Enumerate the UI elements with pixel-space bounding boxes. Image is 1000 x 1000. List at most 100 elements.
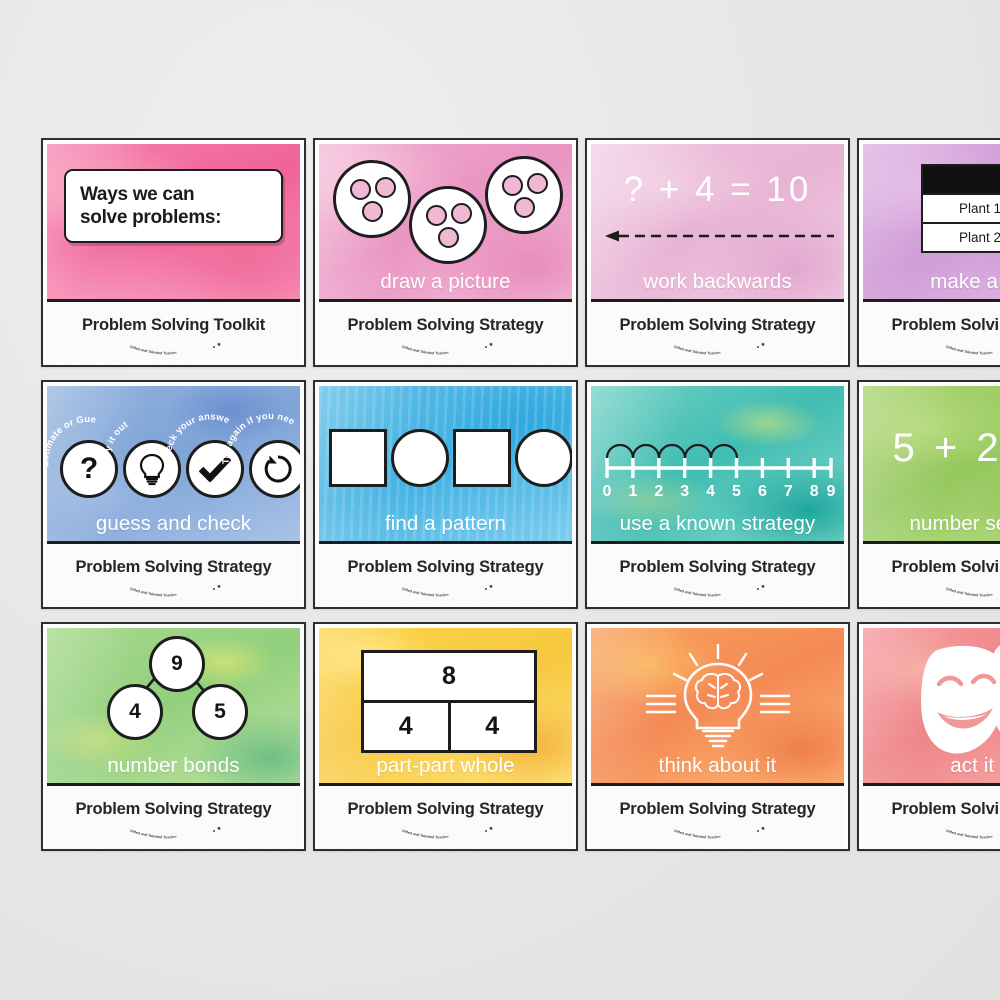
step-circle-refresh (249, 440, 300, 498)
svg-text:Gifted and Talented Teacher: Gifted and Talented Teacher (673, 829, 721, 840)
lightbulb-icon (139, 453, 165, 486)
card-footer: Problem Solving Strategy Gifted and Tale… (47, 786, 300, 849)
card-use-a-known-strategy[interactable]: 0 1 2 3 4 5 6 7 8 9 use a known s (585, 380, 850, 609)
card-artwork: draw a picture (319, 144, 572, 302)
brand-logo-icon: Gifted and Talented Teacher (124, 342, 224, 359)
svg-text:5: 5 (732, 483, 741, 500)
pattern-shape-square (453, 429, 511, 487)
step-circle-question: ? (60, 440, 118, 498)
card-footer-label: Problem Solving Strategy (619, 800, 816, 818)
brand-logo-icon: Gifted and Talented Teacher (124, 826, 224, 843)
plaque-line-2: solve problems: (80, 207, 222, 229)
part-part-whole-diagram: 8 4 4 (361, 650, 537, 753)
card-footer-label: Problem Solving Toolkit (81, 316, 266, 334)
svg-text:Gifted and Talented Teacher: Gifted and Talented Teacher (673, 587, 721, 598)
svg-text:4: 4 (706, 483, 715, 500)
card-find-a-pattern[interactable]: find a pattern Problem Solving Strategy … (313, 380, 578, 609)
brand-logo-icon: Gifted and Talented Teacher (940, 342, 1000, 359)
card-artwork: Plants Plant 1 Plant 2 make a table (863, 144, 1000, 302)
brand-logo-icon: Gifted and Talented Teacher (940, 826, 1000, 843)
card-footer: Problem Solving Strategy Gifted and Tale… (319, 302, 572, 365)
card-footer: Problem Solving Strategy Gifted and Tale… (319, 544, 572, 607)
table-cell: Plant 1 (958, 201, 1000, 216)
svg-text:9: 9 (827, 483, 836, 500)
card-caption: number sentence (909, 512, 1000, 535)
card-caption: make a table (930, 270, 1000, 293)
svg-text:0: 0 (603, 483, 612, 500)
card-artwork: Estimate or Guess ? Try it out (47, 386, 300, 544)
card-caption: guess and check (95, 512, 252, 535)
card-artwork: Ways we can solve problems: (47, 144, 300, 302)
brand-logo-icon: Gifted and Talented Teacher (396, 584, 496, 601)
brand-logo-icon: Gifted and Talented Teacher (940, 584, 1000, 601)
card-footer-label: Problem Solving Strategy (619, 316, 816, 334)
paint-background (591, 144, 844, 299)
card-footer: Problem Solving Strategy Gifted and Tale… (319, 786, 572, 849)
card-guess-and-check[interactable]: Estimate or Guess ? Try it out (41, 380, 306, 609)
card-artwork: 9 4 5 number bonds (47, 628, 300, 786)
card-caption: think about it (658, 754, 777, 777)
card-work-backwards[interactable]: ? + 4 = 10 work backwards Problem Solvin… (585, 138, 850, 367)
ppw-whole: 8 (442, 662, 456, 690)
card-artwork: ? + 4 = 10 work backwards (591, 144, 844, 302)
brand-logo-icon: Gifted and Talented Teacher (396, 342, 496, 359)
brand-logo-icon: Gifted and Talented Teacher (668, 826, 768, 843)
bond-part-right: 5 (192, 684, 248, 740)
card-part-part-whole[interactable]: 8 4 4 part-part whole Problem Solving St… (313, 622, 578, 851)
card-number-sentence[interactable]: 5 + 2 = 7 number sentence Problem Solvin… (857, 380, 1000, 609)
table-cell: Plant 2 (958, 230, 1000, 245)
card-footer-label: Problem Solving Strategy (75, 800, 272, 818)
card-footer-label: Problem Solving Strategy (891, 800, 1000, 818)
brand-logo-icon: Gifted and Talented Teacher (668, 584, 768, 601)
table-row: Plant 1 (923, 193, 1000, 222)
svg-text:Gifted and Talented Teacher: Gifted and Talented Teacher (129, 345, 177, 356)
table-row: Plant 2 (923, 222, 1000, 251)
card-footer-label: Problem Solving Strategy (347, 316, 544, 334)
card-problem-solving-toolkit[interactable]: Ways we can solve problems: Problem Solv… (41, 138, 306, 367)
card-think-about-it[interactable]: think about it Problem Solving Strategy … (585, 622, 850, 851)
card-caption: work backwards (643, 270, 792, 293)
pattern-shape-circle (515, 429, 572, 487)
svg-text:6: 6 (758, 483, 767, 500)
pattern-shape-circle (391, 429, 449, 487)
card-footer-label: Problem Solving Strategy (347, 800, 544, 818)
checkmark-icon (199, 456, 231, 482)
pattern-shape-square (329, 429, 387, 487)
card-artwork: 5 + 2 = 7 number sentence (863, 386, 1000, 544)
card-footer-label: Problem Solving Strategy (619, 558, 816, 576)
card-footer-label: Problem Solving Strategy (891, 316, 1000, 334)
svg-text:3: 3 (680, 483, 689, 500)
brand-logo-icon: Gifted and Talented Teacher (396, 826, 496, 843)
card-footer: Problem Solving Strategy Gifted and Tale… (47, 544, 300, 607)
card-make-a-table[interactable]: Plants Plant 1 Plant 2 make a table Prob… (857, 138, 1000, 367)
step-circle-check (186, 440, 244, 498)
svg-text:Gifted and Talented Teacher: Gifted and Talented Teacher (401, 345, 449, 356)
brand-logo-icon: Gifted and Talented Teacher (124, 584, 224, 601)
svg-text:Gifted and Talented Teacher: Gifted and Talented Teacher (401, 587, 449, 598)
card-draw-a-picture[interactable]: draw a picture Problem Solving Strategy … (313, 138, 578, 367)
step-circle-lightbulb (123, 440, 181, 498)
svg-text:2: 2 (654, 483, 663, 500)
left-arrow-dashed-icon (605, 229, 834, 242)
theater-masks-icon (863, 636, 1000, 760)
brand-logo-icon: Gifted and Talented Teacher (668, 342, 768, 359)
data-table: Plants Plant 1 Plant 2 (921, 164, 1000, 253)
ppw-part-right: 4 (447, 703, 535, 750)
card-caption: number bonds (107, 754, 240, 777)
svg-text:Gifted and Talented Teacher: Gifted and Talented Teacher (945, 829, 993, 840)
guess-check-steps: Estimate or Guess ? Try it out (47, 386, 300, 541)
card-caption: draw a picture (380, 270, 511, 293)
card-number-bonds[interactable]: 9 4 5 number bonds Problem Solving Strat… (41, 622, 306, 851)
ppw-part-left: 4 (398, 712, 413, 740)
card-footer-label: Problem Solving Strategy (75, 558, 272, 576)
step-label-2: Try it out (96, 414, 200, 474)
card-act-it-out[interactable]: act it out Problem Solving Strategy Gift… (857, 622, 1000, 851)
number-line-icon: 0 1 2 3 4 5 6 7 8 9 (601, 420, 837, 506)
svg-text:8: 8 (810, 483, 819, 500)
card-caption: find a pattern (384, 512, 507, 535)
question-mark-icon: ? (79, 452, 99, 485)
svg-text:7: 7 (784, 483, 793, 500)
equation-text: 5 + 2 = 7 (892, 426, 1000, 470)
card-artwork: 0 1 2 3 4 5 6 7 8 9 use a known s (591, 386, 844, 544)
